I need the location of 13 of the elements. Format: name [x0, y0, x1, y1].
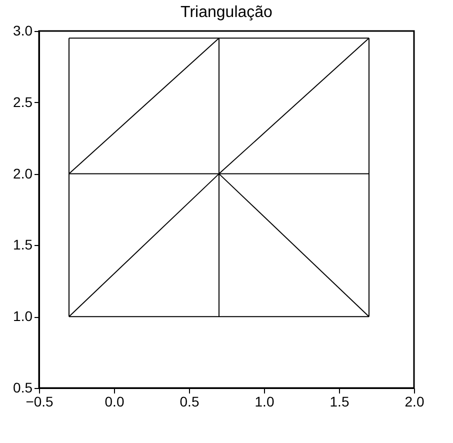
- x-tick-label: 0.5: [180, 394, 200, 410]
- chart-title: Triangulação: [180, 4, 273, 21]
- x-tick-label: 0.0: [104, 394, 124, 410]
- x-tick-label: 2.0: [404, 394, 424, 410]
- y-tick-label: 2.5: [13, 94, 33, 110]
- y-tick-label: 2.0: [13, 165, 33, 182]
- x-tick-label: 1.0: [254, 394, 274, 410]
- y-tick-label: 1.5: [13, 236, 33, 253]
- x-tick-label: −0.5: [26, 394, 54, 410]
- y-tick-label: 1.0: [13, 308, 33, 324]
- y-tick-label: 3.0: [13, 22, 33, 38]
- y-tick-label: 0.5: [13, 380, 33, 396]
- x-tick-label: 1.5: [330, 394, 350, 410]
